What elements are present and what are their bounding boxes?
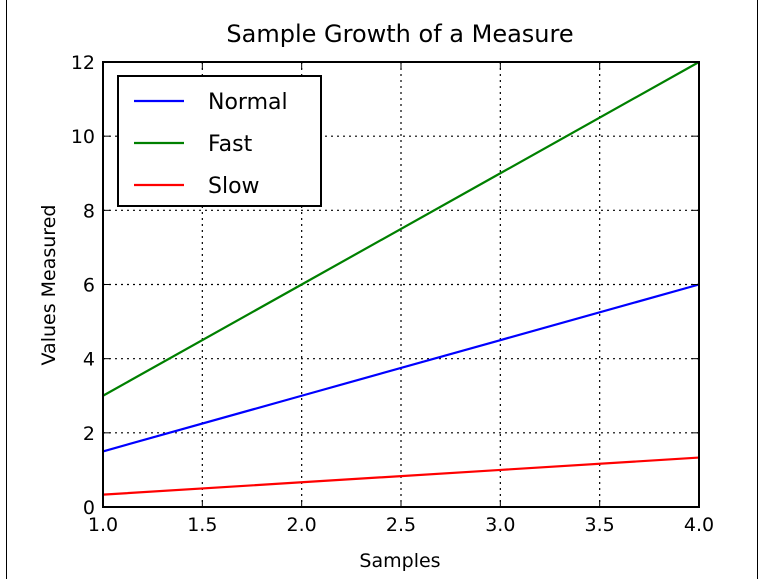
legend: Normal Fast Slow	[117, 75, 322, 207]
series-line-normal	[102, 283, 700, 453]
y-tick-label: 0	[83, 497, 95, 519]
y-tick-label: 12	[71, 52, 95, 74]
chart-title: Sample Growth of a Measure	[226, 20, 573, 48]
y-tick-label: 4	[83, 349, 95, 371]
x-tick-label: 1.5	[187, 514, 217, 536]
plot-area-frame	[102, 61, 700, 508]
x-tick-label: 4.0	[684, 514, 714, 536]
y-tick-label: 10	[71, 126, 95, 148]
y-axis-label: Values Measured	[38, 205, 60, 366]
x-tick-label: 3.5	[585, 514, 615, 536]
series-line-fast	[102, 61, 700, 397]
series-line-slow	[102, 456, 700, 496]
x-tick-label: 2.0	[287, 514, 317, 536]
legend-label-slow: Slow	[208, 174, 260, 199]
series-lines	[102, 61, 700, 496]
y-tick-label: 8	[83, 200, 95, 222]
x-tick-label: 1.0	[88, 514, 118, 536]
legend-label-normal: Normal	[208, 90, 288, 115]
y-tick-label: 2	[83, 423, 95, 445]
x-tick-label: 3.0	[485, 514, 515, 536]
x-tick-label: 2.5	[386, 514, 416, 536]
x-axis-label: Samples	[359, 550, 440, 572]
legend-label-fast: Fast	[208, 132, 253, 157]
axis-ticks: 1.0 1.5 2.0 2.5 3.0 3.5 4.0 0 2 4 6 8 10 12	[71, 52, 714, 536]
y-tick-label: 6	[83, 275, 95, 297]
